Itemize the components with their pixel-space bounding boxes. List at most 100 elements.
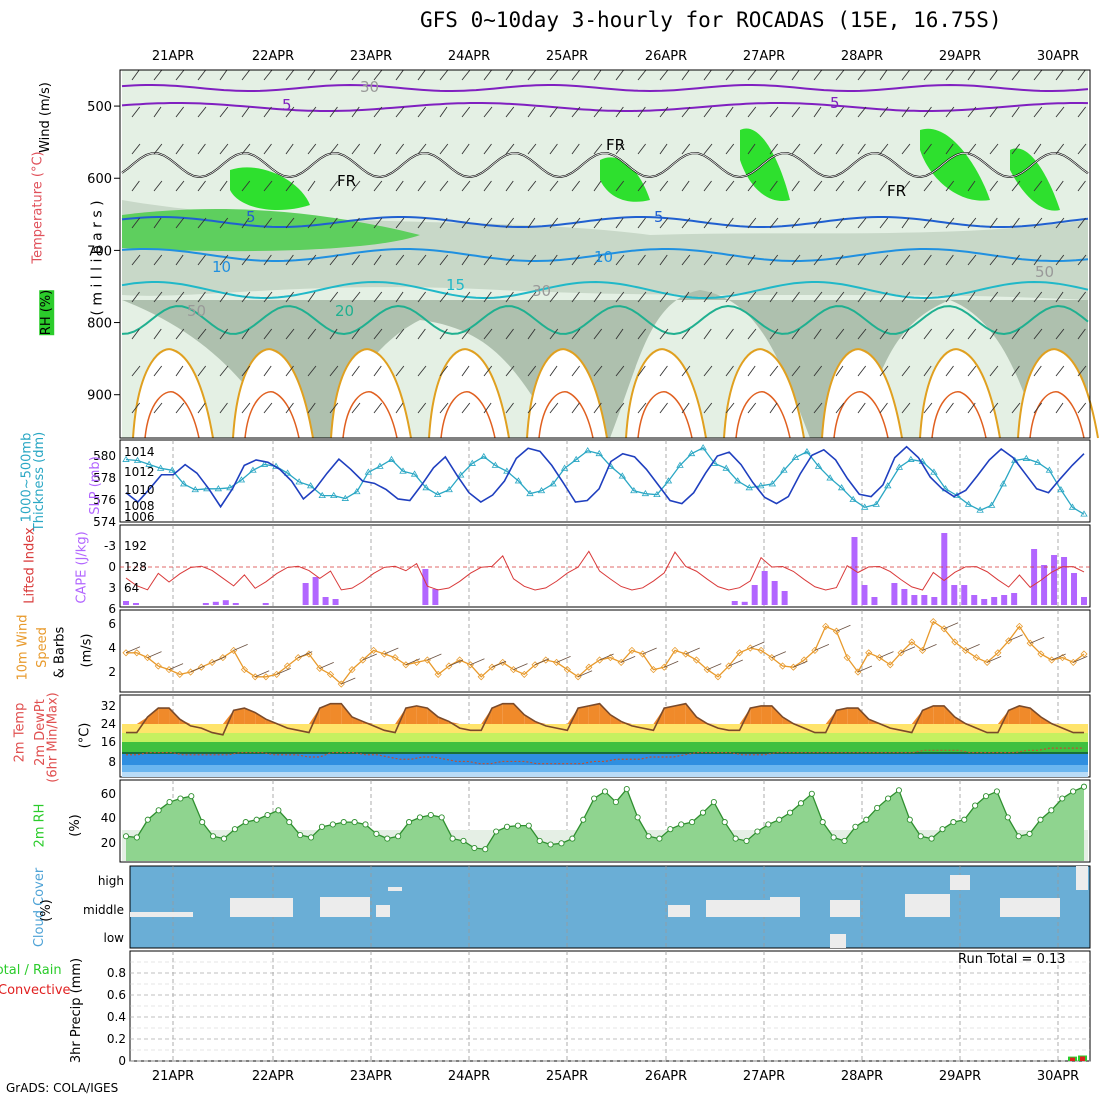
cape-bar — [751, 585, 758, 605]
wind-barb — [549, 402, 559, 414]
date-labels: 21APR 21APR 22APR 22APR 23APR 23APR 24APR 24APR… — [152, 49, 1079, 1084]
wind-barb-surface — [168, 663, 184, 670]
wind-barb — [1011, 106, 1020, 118]
wind-barb — [241, 291, 251, 303]
wind-barb-surface — [427, 653, 442, 661]
wind-barb — [857, 217, 867, 229]
thickness-point — [618, 472, 627, 479]
thickness-point — [156, 464, 165, 471]
wind-ylabel-a: 10m Wind — [15, 614, 31, 681]
thickness-point — [180, 480, 188, 487]
temp-warm-fill — [233, 708, 245, 724]
wind-barb — [175, 143, 184, 155]
temp-line — [126, 702, 1084, 736]
wind-speed-point — [520, 670, 528, 678]
slp-line — [125, 445, 1085, 509]
wind-barb — [593, 106, 603, 118]
wind-barb — [901, 328, 910, 340]
thickness-point — [849, 495, 857, 502]
rh-point — [961, 816, 968, 823]
wind-barb — [1055, 291, 1064, 303]
rh-point — [297, 832, 304, 839]
cape-bar — [1071, 573, 1078, 605]
lifted-index-line — [125, 550, 1085, 591]
wind-barb — [483, 365, 493, 377]
wind-speed-point — [843, 654, 851, 662]
rh-point — [776, 816, 783, 823]
rh-point — [656, 835, 663, 842]
cape-bar — [991, 597, 998, 605]
rh-point — [1048, 807, 1055, 814]
wind-barb — [219, 217, 229, 229]
wind-barb-surface — [341, 677, 356, 685]
temp-tick-label: 24 — [101, 717, 116, 731]
wind-barb — [439, 328, 448, 340]
rh-point — [884, 795, 892, 802]
cape-bar — [871, 597, 878, 605]
wind-barb — [1077, 143, 1087, 155]
wind-barb — [241, 328, 250, 340]
isoline-label: 5 — [654, 208, 664, 226]
rh-point — [503, 823, 511, 830]
thickness-point — [480, 452, 488, 460]
wind-barb — [857, 143, 866, 155]
wind-barb — [285, 69, 295, 81]
cape-bar — [232, 603, 239, 605]
wind-ylabel-unit: (m/s) — [79, 633, 95, 668]
thickness-point — [641, 489, 650, 497]
wind-barb — [681, 217, 691, 229]
wind-barb — [989, 328, 998, 340]
temp-warm-fill — [664, 705, 675, 724]
isoline-label: 30 — [532, 282, 551, 300]
wind-barb — [615, 69, 624, 81]
wind-barb — [879, 69, 888, 81]
rh-point — [993, 788, 1000, 795]
date-label-top: 24APR — [448, 49, 490, 64]
rh-point — [689, 819, 696, 826]
wind-barb — [835, 328, 845, 340]
wind-barb — [153, 402, 163, 414]
temp-band — [122, 772, 1088, 777]
wind-barb — [483, 180, 492, 192]
wind-panel-frame — [119, 609, 1091, 693]
temp-warm-fill — [653, 708, 665, 724]
thickness-point — [560, 464, 569, 471]
wind-barb-surface — [233, 644, 248, 651]
wind-barb — [439, 69, 449, 81]
wind-barb — [351, 180, 361, 192]
date-label-bottom: 23APR — [350, 1069, 392, 1084]
wind-barb — [395, 180, 404, 192]
thickness-point — [745, 484, 753, 491]
temp-warm-fill — [1008, 705, 1020, 724]
temp-warm-fill — [513, 703, 525, 724]
rh-point — [482, 846, 489, 853]
wind-barb — [175, 291, 185, 303]
wind-barb — [549, 106, 558, 118]
date-label-top: 26APR — [645, 49, 687, 64]
rh-point — [547, 841, 554, 848]
wind-barb-surface — [190, 665, 205, 673]
wind-barb-surface — [728, 659, 743, 667]
wind-barb — [593, 328, 603, 340]
temp-warm-fill — [502, 703, 514, 724]
thickness-point — [791, 453, 800, 460]
wind-barb — [241, 254, 251, 266]
isotherm-5 — [121, 216, 1089, 228]
wind-barb — [549, 143, 558, 155]
wind-barb — [747, 106, 757, 118]
wind-barb — [483, 291, 492, 303]
isotherm-hot-arch — [538, 391, 594, 439]
wind-barb — [263, 402, 273, 414]
wind-barb — [219, 180, 228, 192]
temp-warm-fill — [997, 710, 1009, 724]
thick-ylabel-a: Thickness (dm) — [32, 431, 48, 532]
wind-barb — [857, 180, 866, 192]
cloud-gap — [668, 905, 690, 917]
wind-barb — [989, 254, 999, 266]
rh-point — [384, 835, 391, 842]
wind-barb — [637, 365, 646, 377]
thickness-point — [214, 485, 223, 492]
wind-barb-surface — [255, 670, 270, 678]
wind-speed-point — [929, 618, 937, 626]
wind-barb — [1033, 106, 1043, 118]
